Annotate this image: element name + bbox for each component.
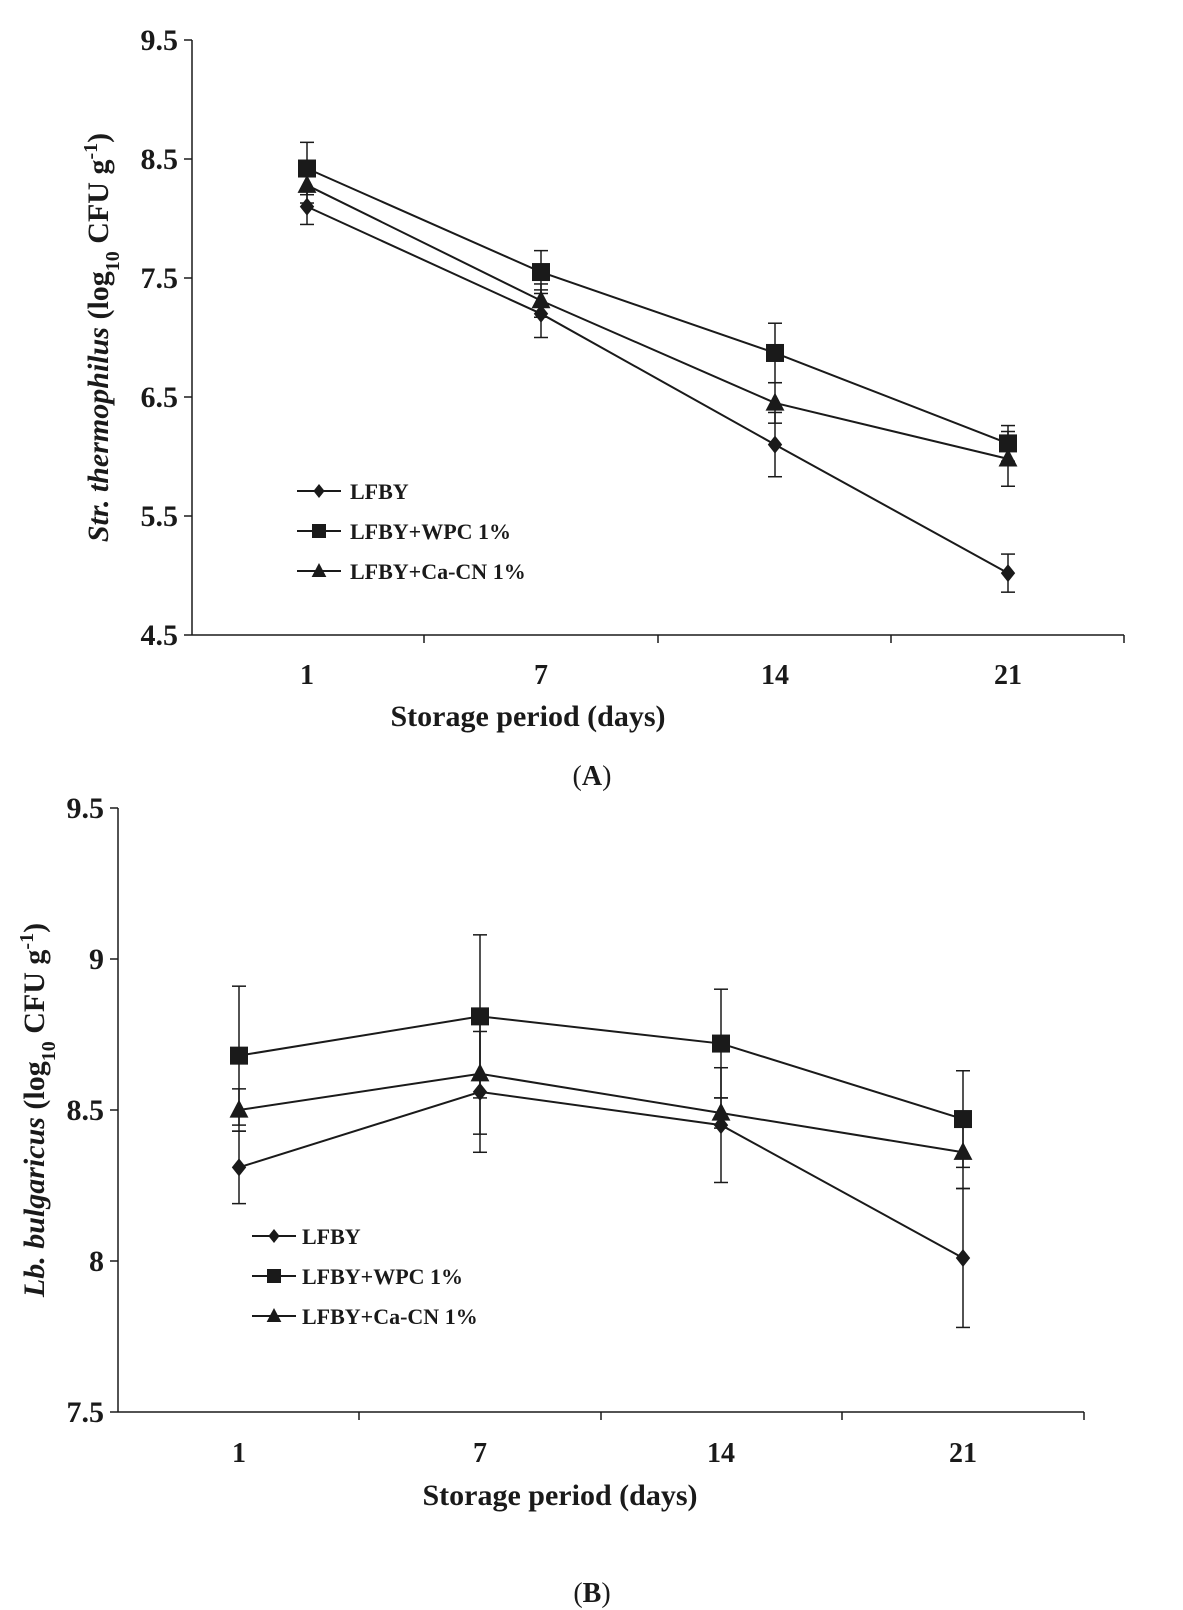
data-point-diamond — [299, 197, 315, 216]
data-point-square — [712, 1034, 730, 1053]
x-tick-label: 21 — [949, 1438, 977, 1469]
data-point-triangle — [470, 1063, 490, 1082]
data-point-triangle — [711, 1102, 731, 1121]
panel-label-b: (B) — [573, 1578, 610, 1609]
data-point-triangle — [765, 392, 785, 411]
y-tick-label: 9 — [89, 943, 104, 976]
data-point-square — [230, 1046, 248, 1065]
chart-b-lb-bulgaricus: 7.5 8 8.5 9 9.5 1 7 14 21 Storage period (days) Lb… — [16, 792, 1085, 1512]
x-tick-label: 1 — [232, 1438, 246, 1469]
y-tick-label: 9.5 — [141, 24, 179, 57]
legend-marker-triangle — [311, 562, 327, 577]
x-tick-label: 14 — [761, 660, 789, 691]
legend-label: LFBY+WPC 1% — [302, 1264, 463, 1289]
data-point-square — [766, 343, 784, 362]
data-point-triangle — [531, 290, 551, 309]
series-line-1 — [306, 167, 1009, 445]
legend-marker-triangle — [266, 1307, 282, 1322]
x-tick-label: 7 — [534, 660, 548, 691]
x-tick-label: 14 — [707, 1438, 735, 1469]
data-point-triangle — [297, 174, 317, 193]
y-tick-label: 8.5 — [141, 143, 179, 176]
data-point-triangle — [998, 448, 1018, 467]
data-point-triangle — [953, 1141, 973, 1160]
x-axis-title: Storage period (days) — [423, 1479, 698, 1512]
data-point-diamond — [231, 1158, 247, 1177]
legend-label: LFBY+Ca-CN 1% — [350, 559, 526, 584]
legend-marker-diamond — [313, 484, 325, 498]
legend-label: LFBY — [350, 479, 409, 504]
data-point-diamond — [767, 435, 783, 454]
data-point-diamond — [1000, 564, 1016, 583]
legend: LFBY LFBY+WPC 1% LFBY+Ca-CN 1% — [252, 1224, 478, 1329]
series-line-1 — [238, 1015, 964, 1121]
y-tick-label: 9.5 — [67, 792, 105, 825]
data-point-diamond — [955, 1248, 971, 1267]
series-line-0 — [238, 1090, 964, 1259]
y-axis-title: Str. thermophilus (log10 CFU g-1) — [80, 133, 124, 542]
y-axis-title: Lb. bulgaricus (log10 CFU g-1) — [16, 923, 60, 1298]
x-axis-title: Storage period (days) — [391, 700, 666, 733]
series-line-2 — [238, 1072, 964, 1154]
y-tick-label: 8 — [89, 1245, 104, 1278]
legend-label: LFBY+Ca-CN 1% — [302, 1304, 478, 1329]
data-point-triangle — [229, 1099, 249, 1118]
y-tick-label: 7.5 — [67, 1396, 105, 1429]
y-tick-label: 7.5 — [141, 262, 179, 295]
chart-a-str-thermophilus: 4.5 5.5 6.5 7.5 8.5 9.5 1 7 14 21 Storage period (… — [80, 24, 1125, 733]
legend-label: LFBY+WPC 1% — [350, 519, 511, 544]
x-tick-label: 21 — [994, 660, 1022, 691]
x-tick-label: 1 — [300, 660, 314, 691]
legend: LFBY LFBY+WPC 1% LFBY+Ca-CN 1% — [297, 479, 526, 584]
legend-marker-square — [312, 524, 326, 538]
panel-label-a: (A) — [573, 761, 612, 792]
y-tick-label: 8.5 — [67, 1094, 105, 1127]
y-tick-label: 4.5 — [141, 619, 179, 652]
data-point-square — [532, 263, 550, 282]
x-tick-label: 7 — [473, 1438, 487, 1469]
legend-marker-diamond — [268, 1229, 280, 1243]
series-line-2 — [306, 184, 1009, 460]
series-line-0 — [306, 205, 1009, 574]
y-tick-label: 5.5 — [141, 500, 179, 533]
legend-label: LFBY — [302, 1224, 361, 1249]
y-tick-label: 6.5 — [141, 381, 179, 414]
legend-marker-square — [267, 1269, 281, 1283]
